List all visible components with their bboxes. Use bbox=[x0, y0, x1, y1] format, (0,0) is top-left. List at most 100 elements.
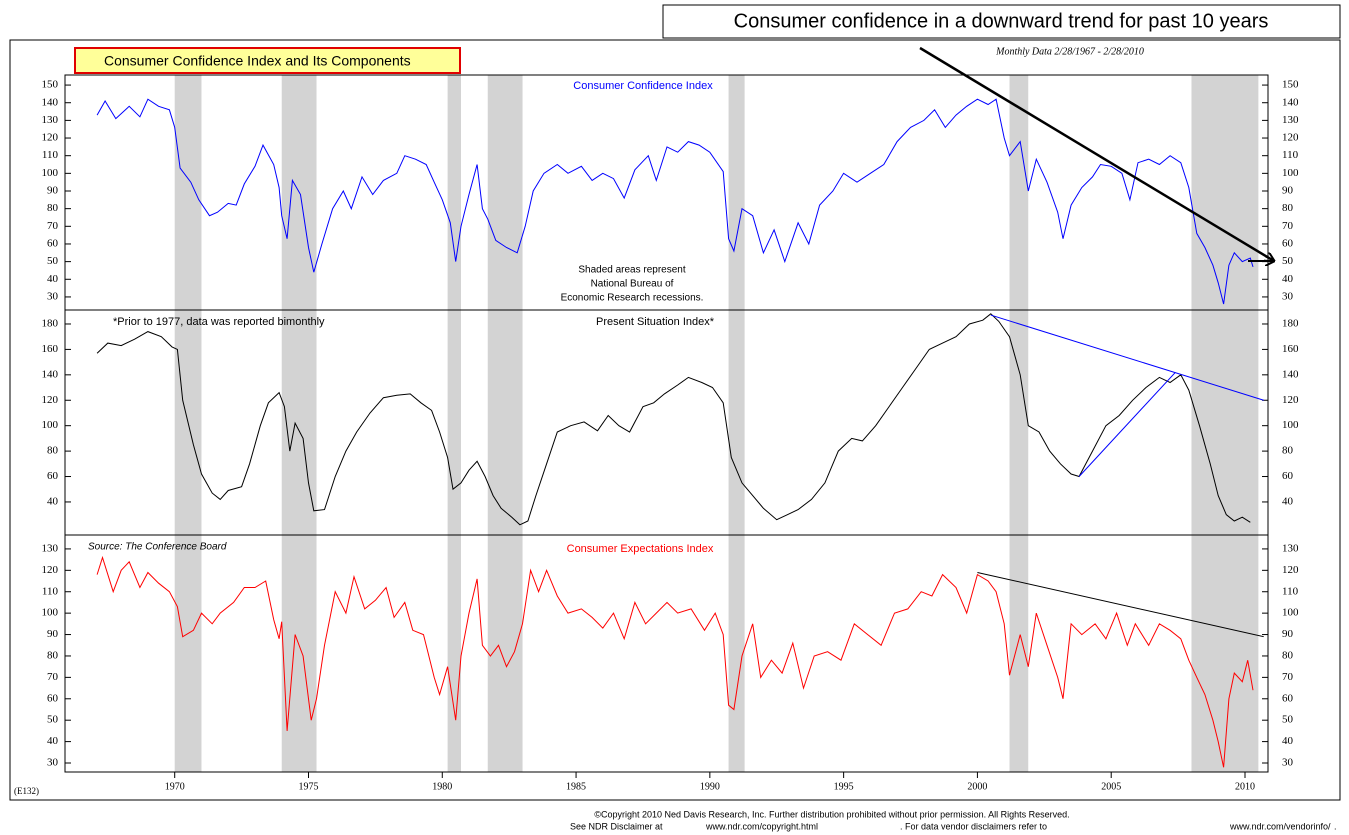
y-tick-label: 130 bbox=[42, 542, 59, 554]
x-tick-label: 1970 bbox=[165, 781, 185, 792]
trend-arrow bbox=[919, 46, 1274, 261]
y-tick-label: 40 bbox=[47, 273, 59, 285]
y-tick-label: 40 bbox=[47, 495, 59, 507]
y-tick-label: 130 bbox=[42, 114, 59, 126]
y-tick-label: 130 bbox=[1282, 114, 1299, 126]
y-tick-label: 60 bbox=[47, 470, 59, 482]
outer-frame bbox=[9, 39, 1341, 801]
recession-shade bbox=[1009, 310, 1029, 535]
y-tick-label: 150 bbox=[42, 79, 59, 91]
panel-title: Consumer Expectations Index bbox=[567, 543, 714, 555]
y-tick-label: 130 bbox=[1282, 542, 1299, 554]
x-tick-label: 2000 bbox=[967, 781, 987, 792]
recession-shade bbox=[1191, 535, 1259, 772]
y-tick-label: 140 bbox=[1282, 96, 1299, 108]
y-tick-label: 100 bbox=[1282, 167, 1299, 179]
x-tick-label: 2005 bbox=[1101, 781, 1121, 792]
x-tick-label: 1990 bbox=[700, 781, 720, 792]
trend-line bbox=[990, 314, 1264, 401]
footer: . bbox=[1334, 821, 1337, 831]
y-tick-label: 110 bbox=[1282, 585, 1299, 597]
y-tick-label: 140 bbox=[42, 368, 59, 380]
y-tick-label: 80 bbox=[47, 649, 59, 661]
recession-shade bbox=[174, 535, 202, 772]
y-tick-label: 70 bbox=[1282, 220, 1294, 232]
y-tick-label: 80 bbox=[47, 445, 59, 457]
y-tick-label: 100 bbox=[42, 607, 59, 619]
y-tick-label: 120 bbox=[42, 394, 59, 406]
y-tick-label: 140 bbox=[42, 96, 59, 108]
y-tick-label: 50 bbox=[47, 714, 59, 726]
y-tick-label: 50 bbox=[47, 255, 59, 267]
title-box bbox=[74, 47, 461, 74]
y-tick-label: 100 bbox=[42, 167, 59, 179]
y-tick-label: 60 bbox=[1282, 470, 1294, 482]
data-line bbox=[96, 555, 1254, 768]
y-tick-label: 90 bbox=[47, 628, 59, 640]
footer: . For data vendor disclaimers refer to bbox=[900, 821, 1047, 831]
y-tick-label: 80 bbox=[1282, 445, 1294, 457]
y-tick-label: 40 bbox=[1282, 735, 1294, 747]
y-tick-label: 100 bbox=[1282, 419, 1299, 431]
y-tick-label: 90 bbox=[1282, 185, 1294, 197]
y-tick-label: 50 bbox=[1282, 714, 1294, 726]
y-tick-label: 180 bbox=[1282, 318, 1299, 330]
y-tick-label: 80 bbox=[1282, 649, 1294, 661]
y-tick-label: 50 bbox=[1282, 255, 1294, 267]
data-line bbox=[96, 313, 1251, 526]
panel-note: Source: The Conference Board bbox=[88, 542, 227, 553]
chart-title: Consumer Confidence Index and Its Compon… bbox=[104, 53, 411, 69]
y-tick-label: 120 bbox=[1282, 394, 1299, 406]
x-tick-label: 1985 bbox=[566, 781, 586, 792]
y-tick-label: 100 bbox=[42, 419, 59, 431]
y-tick-label: 110 bbox=[42, 585, 59, 597]
y-tick-label: 90 bbox=[47, 185, 59, 197]
recession-shade bbox=[728, 310, 745, 535]
recession-shade bbox=[1191, 310, 1259, 535]
x-tick-label: 1975 bbox=[298, 781, 318, 792]
chart-code: (E132) bbox=[14, 786, 39, 796]
x-tick-label: 1980 bbox=[432, 781, 452, 792]
y-tick-label: 70 bbox=[47, 220, 59, 232]
panel-note: *Prior to 1977, data was reported bimont… bbox=[113, 316, 325, 328]
y-tick-label: 60 bbox=[1282, 692, 1294, 704]
y-tick-label: 30 bbox=[1282, 290, 1294, 302]
y-tick-label: 40 bbox=[1282, 273, 1294, 285]
y-tick-label: 90 bbox=[1282, 628, 1294, 640]
recession-shade bbox=[447, 75, 462, 310]
y-tick-label: 40 bbox=[1282, 495, 1294, 507]
y-tick-label: 60 bbox=[47, 237, 59, 249]
recession-shade bbox=[1009, 535, 1029, 772]
recession-shade bbox=[281, 535, 317, 772]
y-tick-label: 150 bbox=[1282, 79, 1299, 91]
y-tick-label: 110 bbox=[1282, 149, 1299, 161]
recession-shade bbox=[447, 310, 462, 535]
y-tick-label: 120 bbox=[42, 564, 59, 576]
y-tick-label: 100 bbox=[1282, 607, 1299, 619]
y-tick-label: 70 bbox=[47, 671, 59, 683]
recession-shade bbox=[487, 310, 523, 535]
y-tick-label: 180 bbox=[42, 318, 59, 330]
recession-shade bbox=[487, 75, 523, 310]
panel-note: Shaded areas represent bbox=[578, 265, 686, 276]
y-tick-label: 160 bbox=[42, 343, 59, 355]
y-tick-label: 120 bbox=[1282, 564, 1299, 576]
y-tick-label: 80 bbox=[47, 202, 59, 214]
y-tick-label: 60 bbox=[1282, 237, 1294, 249]
footer: ©Copyright 2010 Ned Davis Research, Inc.… bbox=[594, 809, 1069, 819]
recession-shade bbox=[728, 535, 745, 772]
panel-note: National Bureau of bbox=[591, 279, 674, 290]
y-tick-label: 70 bbox=[1282, 671, 1294, 683]
x-tick-label: 2010 bbox=[1235, 781, 1255, 792]
panel-note: Economic Research recessions. bbox=[561, 293, 704, 304]
y-tick-label: 40 bbox=[47, 735, 59, 747]
x-tick-label: 1995 bbox=[834, 781, 854, 792]
y-tick-label: 140 bbox=[1282, 368, 1299, 380]
recession-shade bbox=[728, 75, 745, 310]
recession-shade bbox=[1009, 75, 1029, 310]
recession-shade bbox=[281, 310, 317, 535]
y-tick-label: 160 bbox=[1282, 343, 1299, 355]
y-tick-label: 60 bbox=[47, 692, 59, 704]
